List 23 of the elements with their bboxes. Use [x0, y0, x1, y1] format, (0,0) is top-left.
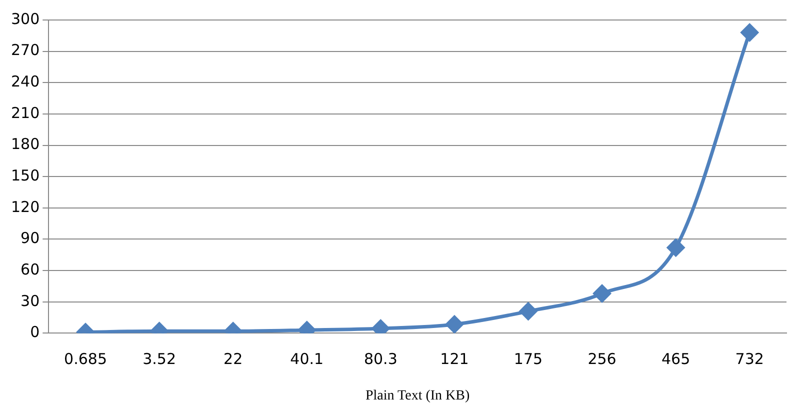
y-tick-label: 60 [20, 260, 40, 278]
x-tick-label: 256 [588, 350, 616, 368]
x-tick-label: 0.685 [64, 350, 107, 368]
y-tick-label: 240 [10, 72, 40, 91]
y-tick-label: 30 [20, 292, 40, 310]
y-tick-label: 180 [10, 135, 40, 154]
x-tick-label: 121 [440, 350, 469, 368]
x-axis-title: Plain Text (In KB) [365, 388, 470, 404]
x-tick-label: 465 [662, 350, 690, 368]
y-tick-label: 270 [10, 41, 40, 60]
y-tick-label: 90 [20, 229, 40, 248]
x-tick-label: 3.52 [142, 350, 176, 368]
point [740, 24, 758, 42]
y-tick-label: 0 [30, 323, 40, 342]
x-tick-label: 175 [514, 350, 543, 368]
y-tick-label: 210 [10, 104, 40, 122]
x-tick-label: 80.3 [364, 350, 398, 368]
x-tick-label: 732 [735, 350, 764, 368]
x-tick-label: 40.1 [290, 350, 324, 368]
x-tick-label: 22 [224, 350, 243, 368]
y-tick-label: 300 [10, 10, 40, 28]
y-tick-label: 120 [10, 198, 40, 216]
y-tick-label: 150 [10, 166, 40, 184]
